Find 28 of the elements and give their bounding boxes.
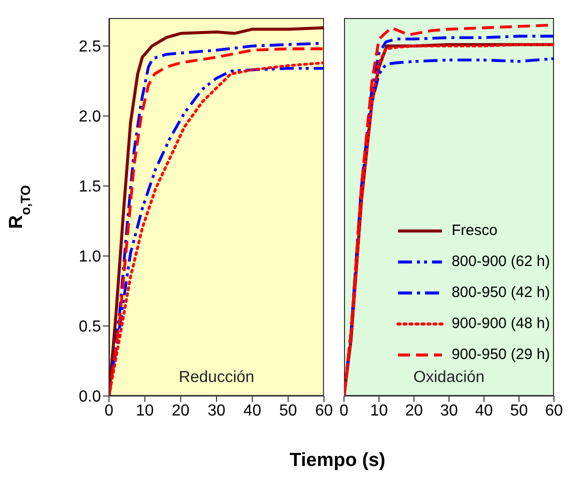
legend-label: Fresco bbox=[452, 222, 498, 239]
text: Reducción bbox=[178, 369, 256, 387]
x-tick-label: 40 bbox=[475, 402, 493, 420]
x-tick-label: 20 bbox=[405, 402, 423, 420]
x-tick-label: 0 bbox=[340, 402, 349, 420]
x-tick-label: 30 bbox=[440, 402, 458, 420]
x-tick-label: 10 bbox=[136, 402, 154, 420]
y-tick-label: 2.5 bbox=[78, 38, 102, 56]
y-tick-label: 1.0 bbox=[78, 248, 102, 266]
x-tick-label: 40 bbox=[243, 402, 262, 420]
x-tick-label: 60 bbox=[545, 402, 563, 420]
y-tick-label: 1.5 bbox=[78, 178, 102, 196]
x-tick-label: 10 bbox=[370, 402, 388, 420]
legend-label: 800-900 (62 h) bbox=[452, 253, 550, 270]
text: Oxidación bbox=[412, 369, 486, 387]
x-tick-label: 50 bbox=[279, 402, 298, 420]
x-tick-label: 30 bbox=[208, 402, 226, 420]
legend-label: 800-950 (42 h) bbox=[452, 284, 550, 301]
x-tick-label: 50 bbox=[510, 402, 528, 420]
y-tick-label: 0.0 bbox=[78, 388, 102, 406]
y-tick-label: 2.0 bbox=[78, 108, 102, 126]
legend-label: 900-950 (29 h) bbox=[452, 346, 550, 363]
x-tick-label: 20 bbox=[172, 402, 190, 420]
x-axis-title: Tiempo (s) bbox=[288, 450, 386, 472]
x-tick-label: 60 bbox=[315, 402, 333, 420]
x-tick-label: 0 bbox=[104, 402, 114, 420]
y-tick-label: 0.5 bbox=[78, 318, 102, 336]
legend-label: 900-900 (48 h) bbox=[452, 315, 550, 332]
